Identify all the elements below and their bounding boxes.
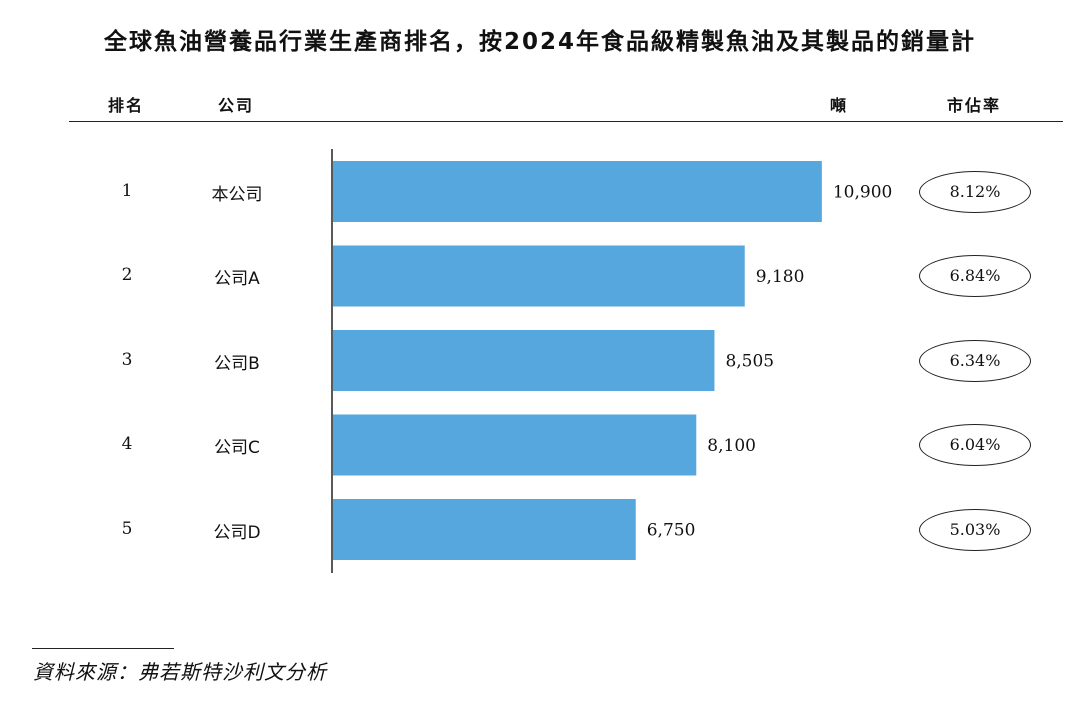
- rank-1: 1: [121, 180, 133, 201]
- bar-4: [333, 414, 697, 476]
- company-label-4: 公司C: [214, 438, 260, 458]
- market-share-badge-4: 6.04%: [919, 424, 1031, 466]
- company-label-2: 公司A: [214, 269, 260, 289]
- header-market-share: 市佔率: [947, 96, 1002, 115]
- bar-value-label-1: 10,900: [833, 183, 892, 203]
- bar-2: [333, 245, 745, 307]
- bar-value-label-4: 8,100: [707, 436, 756, 456]
- market-share-badge-1: 8.12%: [919, 170, 1031, 213]
- rank-4: 4: [121, 434, 133, 454]
- bar-1: [333, 161, 822, 222]
- chart-title: 全球魚油營養品行業生產商排名，按2024年食品級精製魚油及其製品的銷量計: [103, 29, 976, 55]
- header-tonnes: 噸: [830, 96, 849, 115]
- market-share-badge-5: 5.03%: [919, 508, 1031, 551]
- source-rule: [32, 648, 174, 649]
- header-rule: [69, 121, 1063, 122]
- rank-3: 3: [121, 349, 133, 370]
- rank-5: 5: [121, 518, 133, 539]
- market-share-badge-2: 6.84%: [919, 255, 1031, 297]
- header-rank: 排名: [108, 96, 145, 115]
- bar-value-label-2: 9,180: [756, 267, 805, 287]
- header-company: 公司: [218, 96, 255, 115]
- source-note: 資料來源：弗若斯特沙利文分析: [33, 660, 327, 684]
- bar-5: [333, 499, 636, 560]
- bar-3: [333, 330, 715, 391]
- company-label-1: 本公司: [211, 184, 263, 205]
- bar-value-label-5: 6,750: [647, 521, 696, 541]
- company-label-5: 公司D: [213, 522, 261, 543]
- company-label-3: 公司B: [214, 353, 260, 374]
- bar-value-label-3: 8,505: [725, 352, 774, 372]
- market-share-badge-3: 6.34%: [919, 339, 1031, 382]
- rank-2: 2: [121, 265, 133, 285]
